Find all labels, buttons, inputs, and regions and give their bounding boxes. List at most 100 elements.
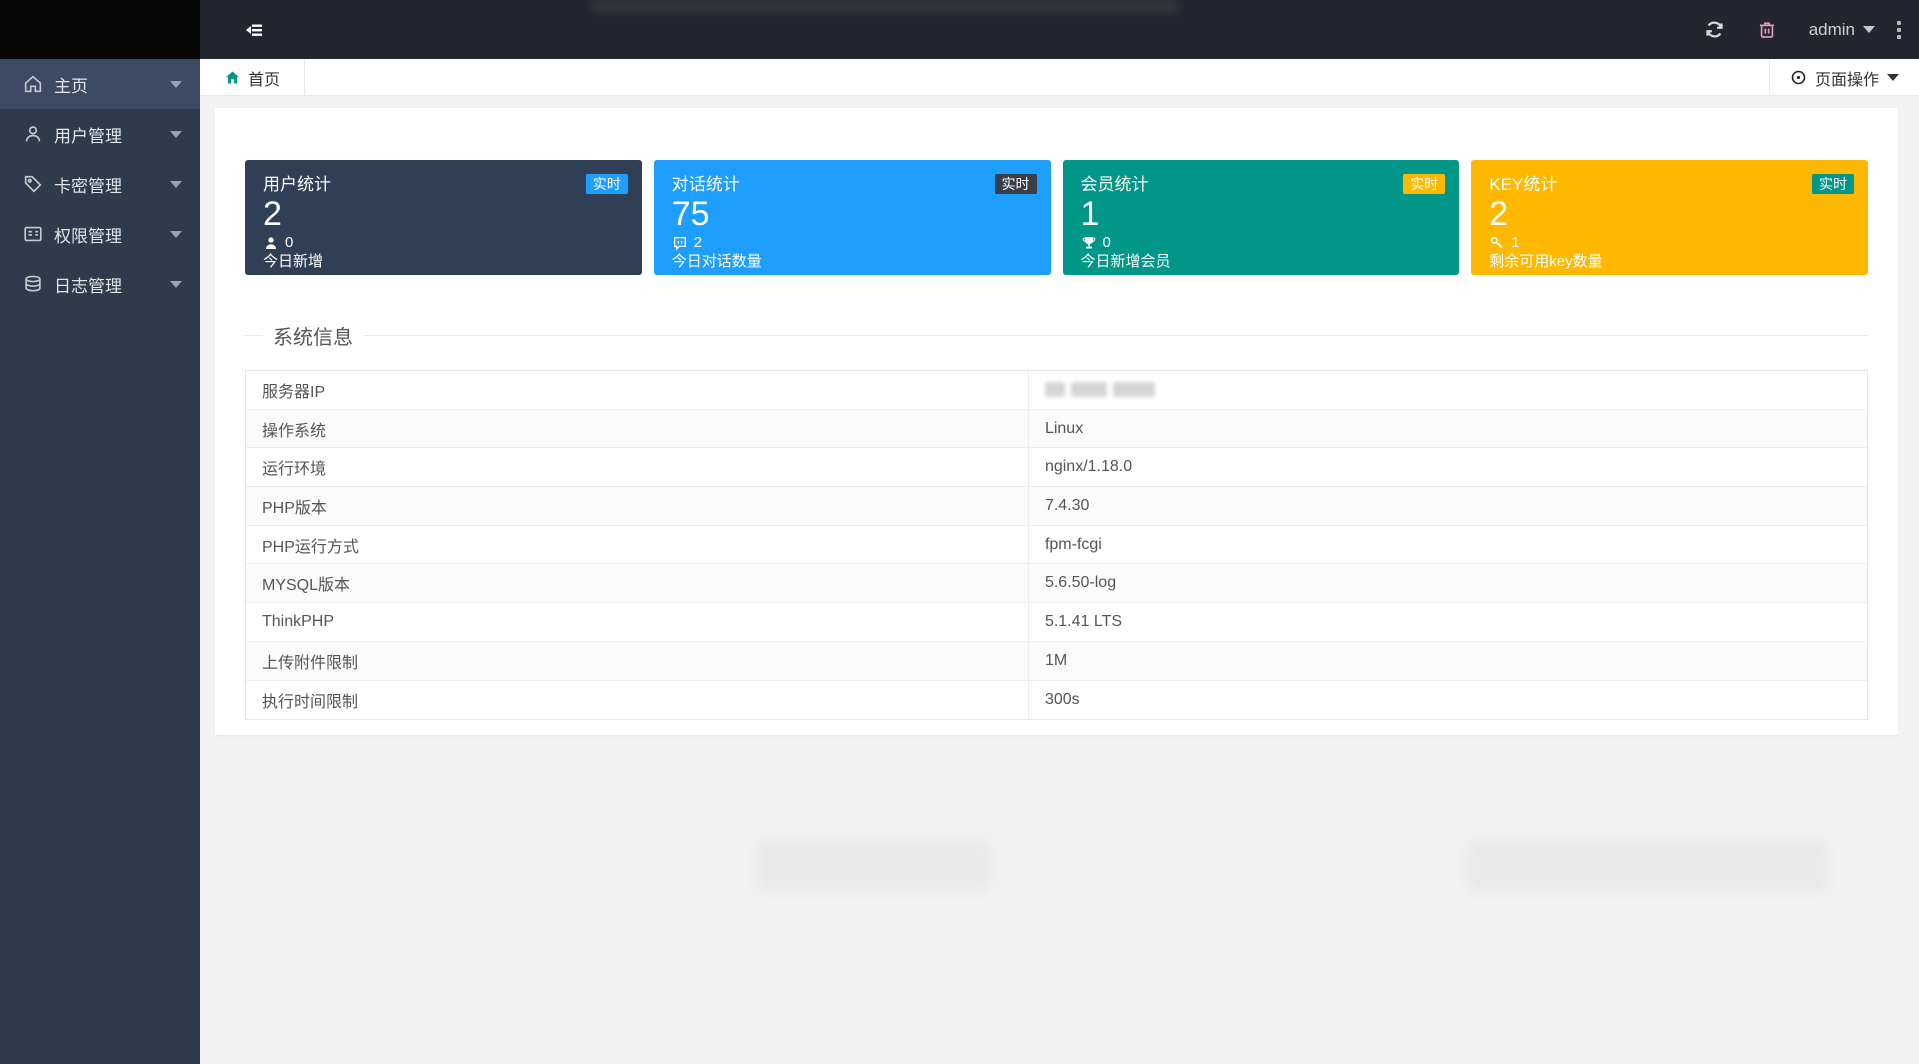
tag-icon: [24, 175, 42, 193]
key-icon: [1491, 236, 1503, 249]
watermark: [590, 0, 1180, 13]
info-label: 服务器IP: [246, 371, 1029, 409]
stat-caption: 剩余可用key数量: [1489, 253, 1603, 270]
user-icon: [266, 237, 276, 249]
stat-card-keys[interactable]: KEY统计 2 1 剩余可用key数量 实时: [1471, 160, 1868, 275]
table-row: 上传附件限制 1M: [246, 641, 1867, 681]
sidebar-item-label: 权限管理: [54, 226, 122, 246]
sidebar-item-logs[interactable]: 日志管理: [0, 259, 200, 309]
system-info-section: 系统信息: [245, 321, 1868, 350]
stat-card-dialogs[interactable]: 对话统计 75 2 今日对话数量 实时: [653, 160, 1051, 275]
username: admin: [1808, 19, 1855, 39]
chevron-down-icon: [1887, 74, 1899, 81]
info-label: ThinkPHP: [246, 603, 1029, 641]
more-options-button[interactable]: [1891, 20, 1919, 39]
realtime-badge: 实时: [585, 174, 628, 194]
breadcrumb-bar: 首页 页面操作: [200, 59, 1919, 96]
info-value: nginx/1.18.0: [1044, 458, 1133, 476]
info-value: Linux: [1044, 419, 1084, 437]
home-icon: [24, 75, 42, 93]
breadcrumb: 首页: [248, 71, 281, 89]
system-info-table: 服务器IP 操作系统 Linux 运行环境 nginx/1.18.0 PHP版本…: [245, 370, 1868, 721]
chevron-down-icon: [170, 230, 182, 238]
trash-icon: [1759, 22, 1774, 38]
stat-value: 2: [1489, 195, 1509, 233]
stat-sub-value: 2: [693, 234, 703, 251]
page-actions-dropdown[interactable]: 页面操作: [1768, 59, 1919, 96]
stat-value: 2: [263, 195, 282, 233]
refresh-icon: [1706, 21, 1723, 38]
user-menu[interactable]: admin: [1793, 0, 1891, 59]
masked-ip-value: [1112, 382, 1155, 398]
sidebar-item-label: 卡密管理: [54, 176, 122, 196]
logs-icon: [25, 275, 41, 292]
info-value: 7.4.30: [1044, 496, 1090, 514]
chevron-down-icon: [1863, 26, 1875, 33]
sidebar-item-home[interactable]: 主页: [0, 59, 200, 109]
table-row: 服务器IP: [246, 371, 1867, 410]
info-value: 5.6.50-log: [1044, 574, 1117, 592]
stat-value: 75: [671, 195, 710, 233]
chevron-down-icon: [170, 180, 182, 188]
sidebar-collapse-button[interactable]: [243, 0, 265, 59]
sidebar-item-permissions[interactable]: 权限管理: [0, 209, 200, 259]
stat-caption: 今日新增会员: [1080, 253, 1171, 270]
realtime-badge: 实时: [1403, 174, 1446, 194]
info-label: PHP运行方式: [246, 525, 1029, 564]
user-icon: [25, 126, 41, 142]
sidebar-item-users[interactable]: 用户管理: [0, 109, 200, 159]
stat-caption: 今日对话数量: [671, 253, 762, 270]
stat-card-users[interactable]: 用户统计 2 0 今日新增 实时: [245, 160, 642, 275]
dot-circle-icon: [1791, 70, 1806, 85]
stat-title: KEY统计: [1489, 175, 1558, 194]
home-icon: [226, 71, 239, 84]
info-label: MYSQL版本: [246, 564, 1029, 603]
chevron-down-icon: [170, 80, 182, 88]
section-title: 系统信息: [273, 327, 353, 349]
stat-sub-value: 0: [1102, 234, 1111, 251]
stat-title: 会员统计: [1080, 175, 1149, 194]
sidebar-item-label: 日志管理: [54, 276, 122, 296]
top-header: admin: [0, 0, 1919, 59]
permission-icon: [24, 226, 42, 242]
watermark: [1467, 840, 1828, 892]
stat-title: 用户统计: [263, 175, 331, 194]
realtime-badge: 实时: [994, 174, 1037, 194]
table-row: 运行环境 nginx/1.18.0: [246, 448, 1867, 488]
sidebar-nav: 主页 用户管理 卡密管理 权限管理 日志管理: [0, 59, 200, 1064]
masked-ip-value: [1044, 382, 1065, 398]
table-row: ThinkPHP 5.1.41 LTS: [246, 603, 1867, 642]
table-row: PHP运行方式 fpm-fcgi: [246, 525, 1867, 565]
info-label: 运行环境: [246, 448, 1029, 487]
masked-ip-value: [1070, 382, 1107, 398]
stat-value: 1: [1080, 195, 1100, 233]
info-value: fpm-fcgi: [1044, 535, 1102, 553]
chat-icon: [673, 237, 686, 251]
logo-area: [0, 0, 200, 59]
stat-cards: 用户统计 2 0 今日新增 实时 对话统计 75: [215, 108, 1898, 275]
sidebar-item-cards[interactable]: 卡密管理: [0, 159, 200, 209]
tab-home[interactable]: 首页: [200, 59, 306, 96]
table-row: 操作系统 Linux: [246, 409, 1867, 449]
stat-sub-value: 0: [285, 234, 294, 251]
table-row: MYSQL版本 5.6.50-log: [246, 564, 1867, 604]
info-label: 操作系统: [246, 409, 1029, 448]
clear-cache-button[interactable]: [1741, 0, 1793, 59]
info-value: 5.1.41 LTS: [1044, 612, 1123, 630]
trophy-icon: [1082, 237, 1095, 249]
info-label: 执行时间限制: [246, 680, 1029, 720]
collapse-icon: [246, 24, 262, 36]
page-actions-label: 页面操作: [1814, 71, 1879, 89]
table-row: 执行时间限制 300s: [246, 680, 1867, 720]
refresh-button[interactable]: [1689, 0, 1741, 59]
table-row: PHP版本 7.4.30: [246, 487, 1867, 526]
stat-card-members[interactable]: 会员统计 1 0 今日新增会员 实时: [1062, 160, 1460, 275]
info-value: 300s: [1044, 690, 1080, 708]
info-label: 上传附件限制: [246, 641, 1029, 680]
dashboard-panel: 用户统计 2 0 今日新增 实时 对话统计 75: [215, 108, 1898, 735]
info-value: 1M: [1044, 651, 1068, 669]
chevron-down-icon: [170, 130, 182, 138]
stat-sub-value: 1: [1511, 234, 1520, 251]
info-value: [1029, 382, 1867, 398]
stat-caption: 今日新增: [263, 253, 324, 270]
